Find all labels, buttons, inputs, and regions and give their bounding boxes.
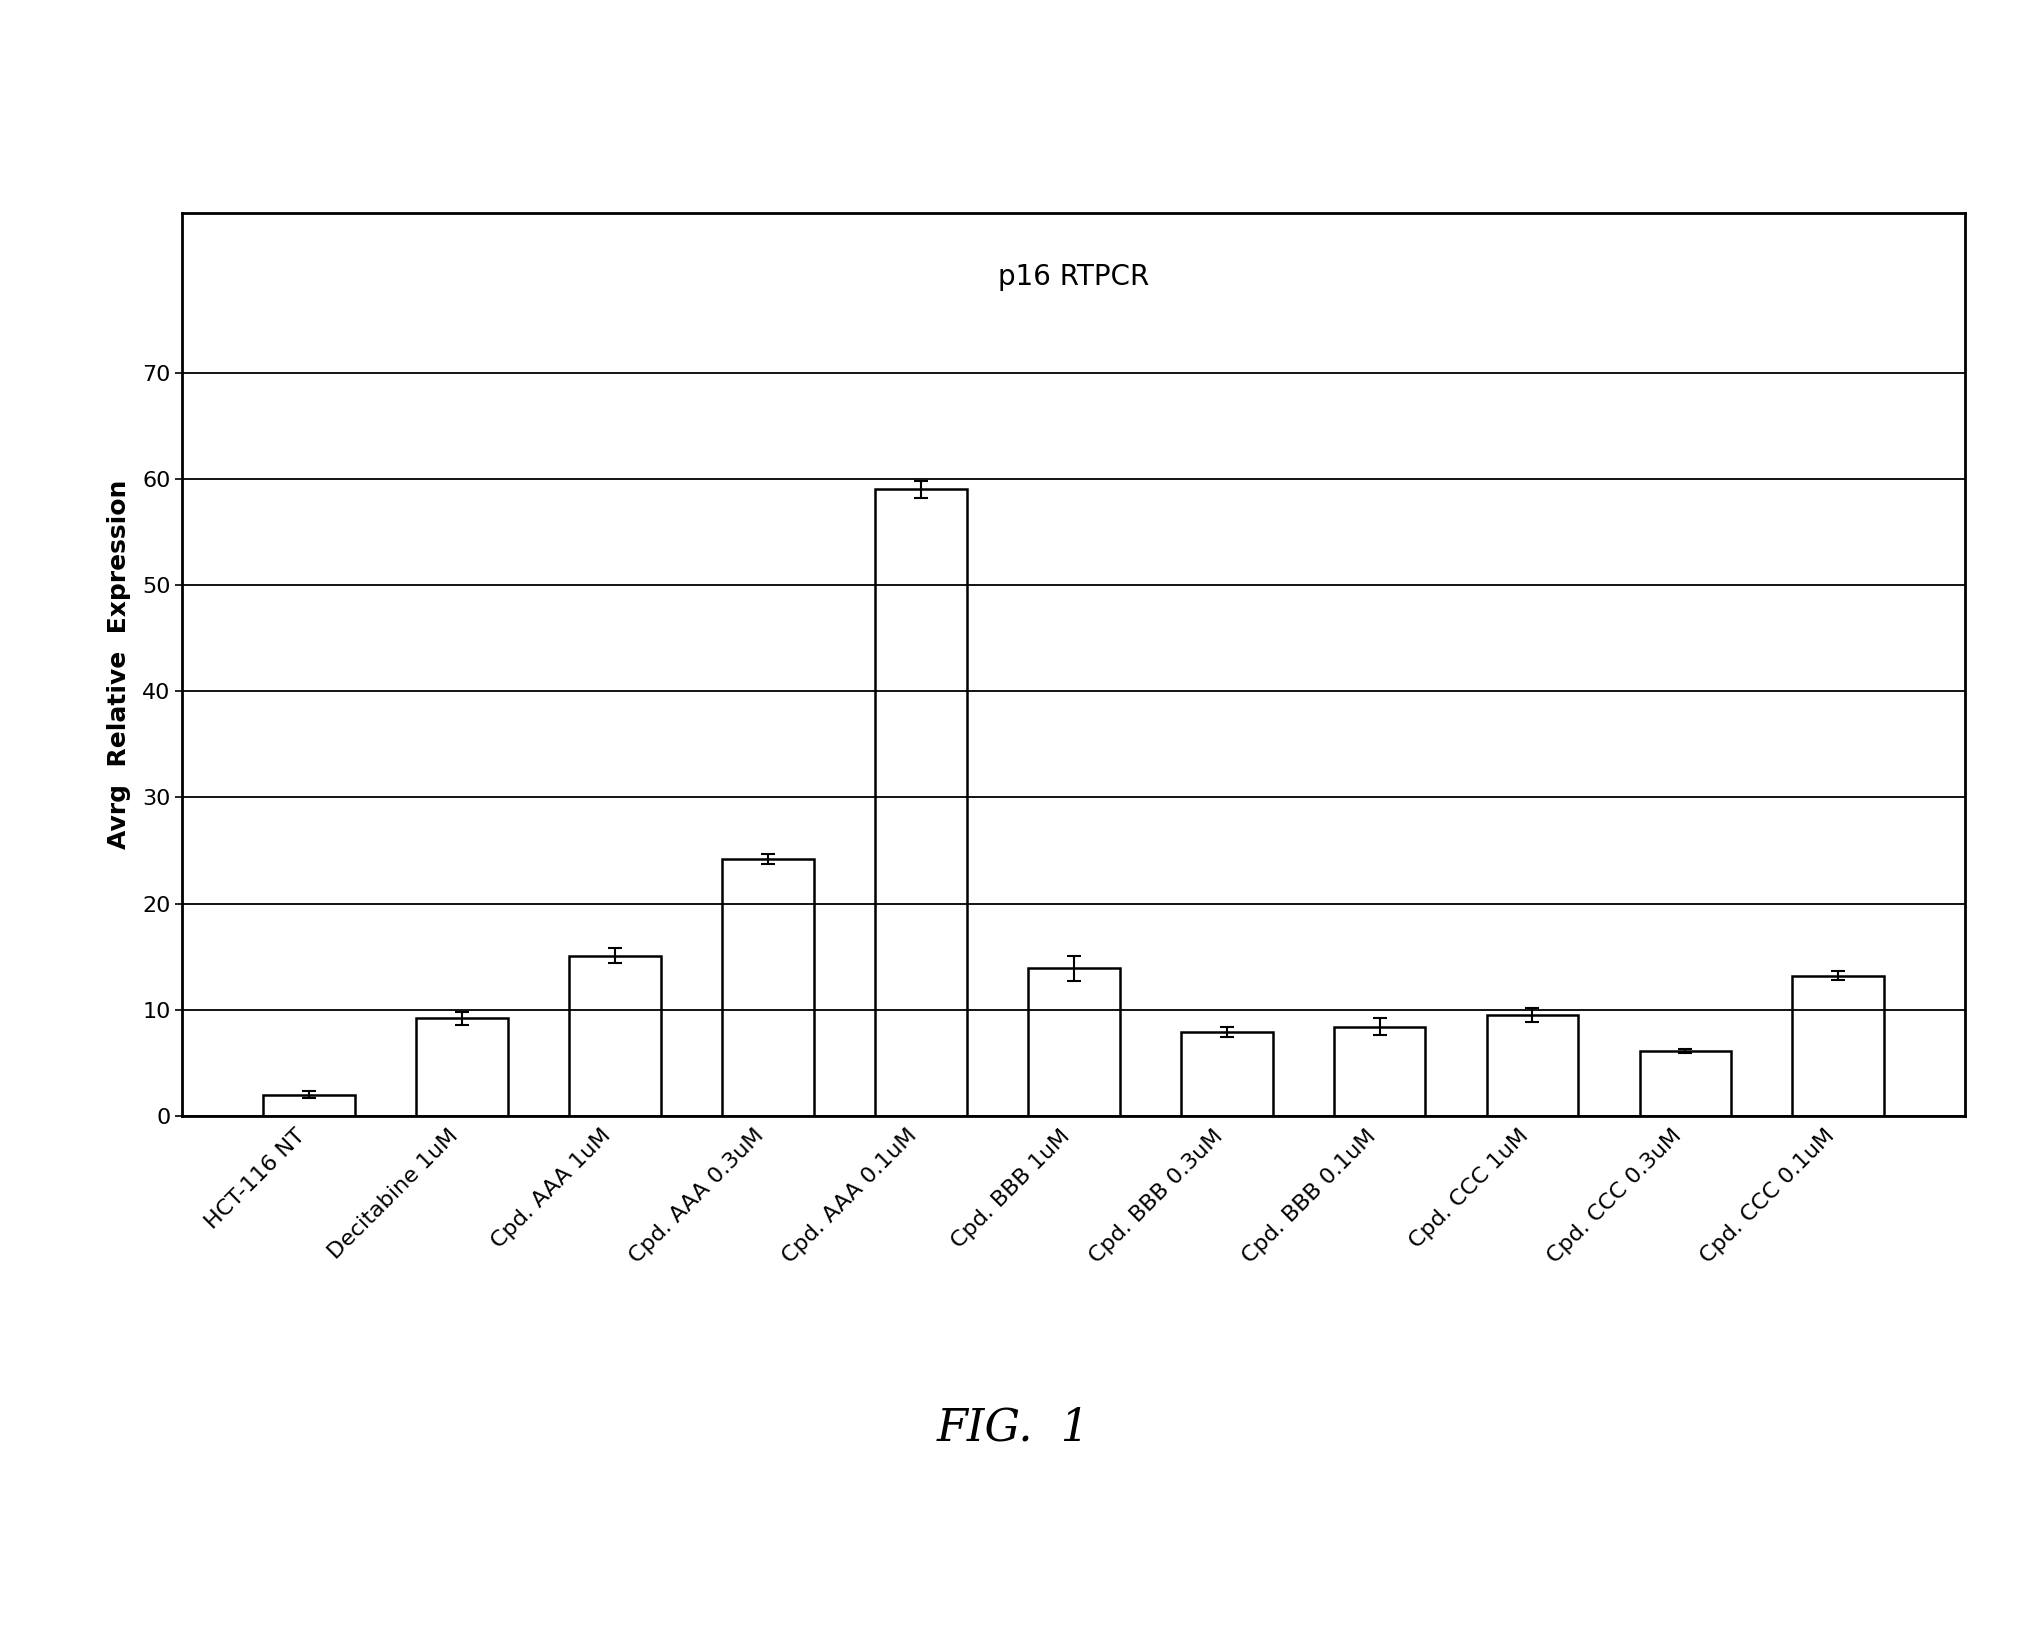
Bar [1487, 1016, 1578, 1116]
Bar [415, 1017, 509, 1116]
Bar [1333, 1027, 1426, 1116]
Bar [1027, 968, 1120, 1116]
Bar [263, 1095, 355, 1116]
Bar [721, 858, 814, 1116]
Bar [1181, 1032, 1272, 1116]
Bar [1793, 976, 1884, 1116]
Text: FIG.  1: FIG. 1 [936, 1406, 1090, 1449]
Text: p16 RTPCR: p16 RTPCR [999, 263, 1149, 290]
Bar [1639, 1052, 1732, 1116]
Bar [569, 955, 660, 1116]
Bar [875, 489, 966, 1116]
Y-axis label: Avrg  Relative  Expression: Avrg Relative Expression [107, 479, 132, 850]
